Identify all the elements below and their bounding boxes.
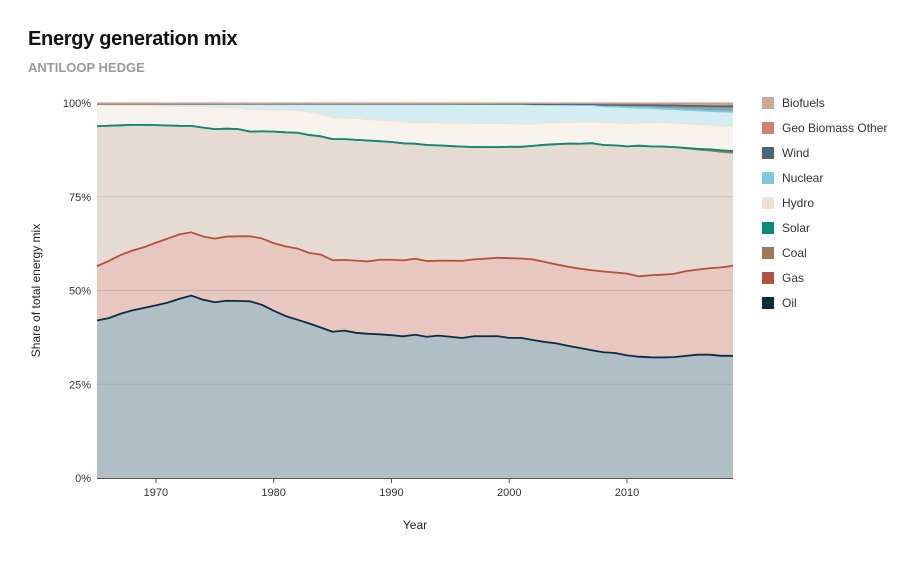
- line-oil: [96, 294, 734, 359]
- legend-label: Biofuels: [782, 96, 825, 110]
- legend-swatch: [762, 197, 774, 209]
- legend-item-oil: Oil: [762, 296, 797, 310]
- legend-label: Oil: [782, 296, 797, 310]
- area-hydro: [97, 104, 733, 151]
- legend-label: Hydro: [782, 196, 814, 210]
- area-coal: [97, 124, 733, 277]
- legend-swatch: [762, 272, 774, 284]
- legend-label: Nuclear: [782, 171, 823, 185]
- y-axis-title: Share of total energy mix: [29, 224, 43, 357]
- legend-swatch: [762, 247, 774, 259]
- series-lines: [96, 102, 734, 359]
- area-gas: [97, 232, 733, 358]
- x-tick-label: 1970: [144, 487, 168, 499]
- legend-item-solar: Solar: [762, 221, 810, 235]
- x-axis-title: Year: [403, 518, 427, 532]
- legend-item-nuclear: Nuclear: [762, 171, 823, 185]
- chart-subtitle: ANTILOOP HEDGE: [28, 60, 145, 75]
- legend-swatch: [762, 222, 774, 234]
- legend: Biofuels Geo Biomass Other Wind Nuclear Hydr…: [762, 96, 887, 310]
- legend-label: Coal: [782, 246, 807, 260]
- x-tick-label: 1990: [379, 487, 403, 499]
- legend-item-biofuels: Biofuels: [762, 96, 825, 110]
- x-axis-ticks: 1970 1980 1990 2000 2010: [144, 478, 639, 499]
- line-solar: [96, 123, 734, 152]
- legend-label: Geo Biomass Other: [782, 121, 887, 135]
- legend-label: Solar: [782, 221, 810, 235]
- y-tick-label: 100%: [63, 98, 91, 110]
- legend-item-wind: Wind: [762, 146, 809, 160]
- line-hydro: [96, 103, 734, 127]
- y-axis-ticks: 0% 25% 50% 75% 100%: [63, 98, 91, 485]
- legend-label: Wind: [782, 146, 809, 160]
- x-tick-label: 1980: [261, 487, 285, 499]
- y-tick-label: 50%: [69, 286, 91, 298]
- area-oil: [97, 295, 733, 478]
- legend-item-coal: Coal: [762, 246, 807, 260]
- chart-title: Energy generation mix: [28, 28, 238, 50]
- legend-swatch: [762, 97, 774, 109]
- legend-swatch: [762, 122, 774, 134]
- y-tick-label: 75%: [69, 192, 91, 204]
- x-tick-label: 2010: [615, 487, 639, 499]
- legend-swatch: [762, 147, 774, 159]
- area-layers: [97, 103, 733, 478]
- legend-item-gas: Gas: [762, 271, 804, 285]
- legend-item-geo-biomass-other: Geo Biomass Other: [762, 121, 887, 135]
- y-tick-label: 0%: [75, 473, 91, 485]
- y-tick-label: 25%: [69, 379, 91, 391]
- legend-swatch: [762, 172, 774, 184]
- legend-label: Gas: [782, 271, 804, 285]
- legend-item-hydro: Hydro: [762, 196, 814, 210]
- x-tick-label: 2000: [497, 487, 521, 499]
- line-gas: [96, 231, 734, 278]
- legend-swatch: [762, 297, 774, 309]
